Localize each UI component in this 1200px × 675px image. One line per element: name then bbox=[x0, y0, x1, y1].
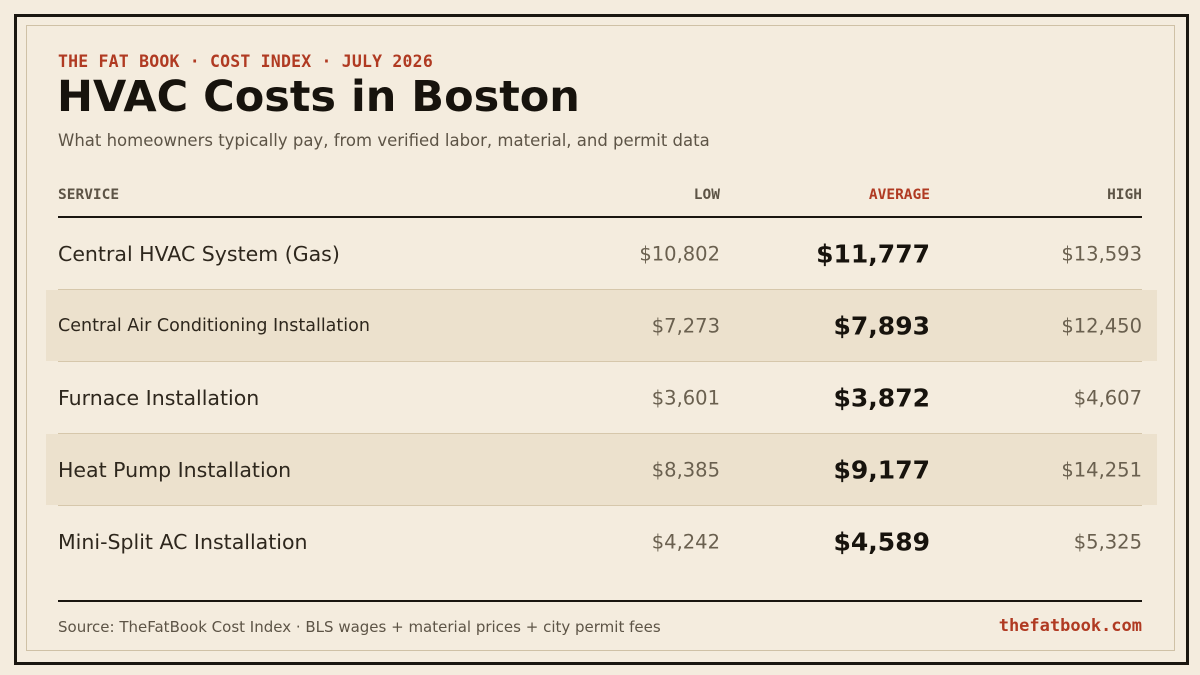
service-name: Heat Pump Installation bbox=[58, 457, 292, 482]
service-name: Mini-Split AC Installation bbox=[58, 529, 308, 554]
service-name: Central Air Conditioning Installation bbox=[58, 315, 370, 336]
column-header-average: AVERAGE bbox=[868, 187, 930, 203]
average-cost: $9,177 bbox=[833, 455, 930, 484]
average-cost: $4,589 bbox=[833, 527, 930, 556]
average-cost: $11,777 bbox=[816, 239, 930, 268]
outer-frame bbox=[14, 14, 1189, 665]
inner-frame bbox=[26, 25, 1175, 651]
average-cost: $3,872 bbox=[833, 383, 930, 412]
service-name: Central HVAC System (Gas) bbox=[58, 241, 340, 266]
low-cost: $7,273 bbox=[651, 314, 720, 337]
low-cost: $8,385 bbox=[651, 458, 720, 481]
site-link[interactable]: thefatbook.com bbox=[998, 616, 1142, 636]
table-row: Central Air Conditioning Installation $7… bbox=[46, 290, 1157, 362]
high-cost: $12,450 bbox=[1061, 314, 1142, 337]
high-cost: $5,325 bbox=[1073, 530, 1142, 553]
low-cost: $4,242 bbox=[651, 530, 720, 553]
average-cost: $7,893 bbox=[833, 311, 930, 340]
kicker: THE FAT BOOK · COST INDEX · JULY 2026 bbox=[58, 52, 433, 71]
high-cost: $4,607 bbox=[1073, 386, 1142, 409]
high-cost: $13,593 bbox=[1061, 242, 1142, 265]
service-name: Furnace Installation bbox=[58, 385, 260, 410]
table-row: Furnace Installation $3,601 $3,872 $4,60… bbox=[58, 362, 1142, 434]
table-row: Mini-Split AC Installation $4,242 $4,589… bbox=[58, 506, 1142, 577]
page-title: HVAC Costs in Boston bbox=[57, 72, 580, 122]
low-cost: $10,802 bbox=[639, 242, 720, 265]
table-header: SERVICE LOW AVERAGE HIGH bbox=[58, 185, 1142, 218]
low-cost: $3,601 bbox=[651, 386, 720, 409]
table-row: Central HVAC System (Gas) $10,802 $11,77… bbox=[58, 218, 1142, 290]
footer-divider bbox=[58, 600, 1142, 602]
page-subtitle: What homeowners typically pay, from veri… bbox=[58, 131, 710, 150]
column-header-low: LOW bbox=[693, 187, 720, 203]
column-header-service: SERVICE bbox=[58, 187, 120, 203]
table-row: Heat Pump Installation $8,385 $9,177 $14… bbox=[46, 434, 1157, 506]
high-cost: $14,251 bbox=[1061, 458, 1142, 481]
source-note: Source: TheFatBook Cost Index · BLS wage… bbox=[58, 618, 661, 636]
column-header-high: HIGH bbox=[1107, 187, 1142, 203]
cost-table: SERVICE LOW AVERAGE HIGH Central HVAC Sy… bbox=[46, 185, 1157, 577]
